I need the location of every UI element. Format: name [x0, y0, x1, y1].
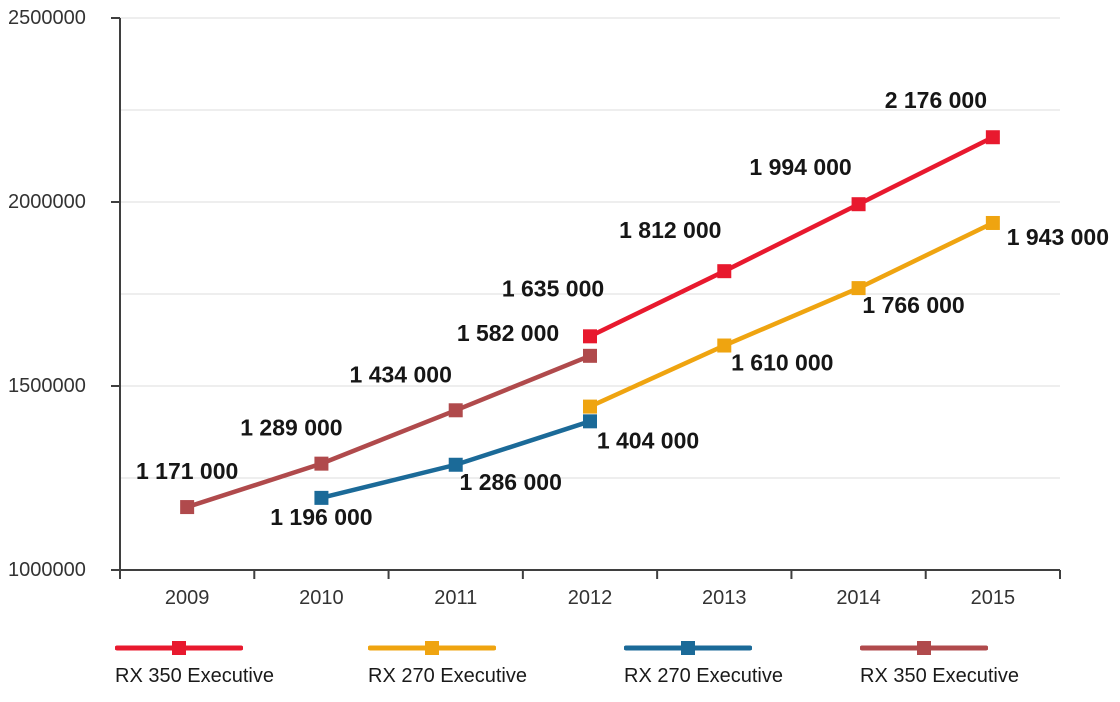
- legend-label: RX 270 Executive: [624, 665, 783, 687]
- data-point-marker: [985, 130, 1000, 145]
- data-point-marker: [583, 348, 597, 363]
- data-point-marker: [583, 399, 597, 414]
- data-point-marker: [851, 281, 866, 296]
- data-point-marker: [583, 329, 597, 344]
- data-point-marker: [717, 338, 732, 353]
- legend-item: RX 270 Executive: [368, 640, 527, 688]
- data-point-marker: [583, 414, 597, 429]
- y-tick-label: 1500000: [8, 375, 86, 397]
- data-point-label: 1 943 000: [1007, 224, 1109, 250]
- y-tick-label: 1000000: [8, 559, 86, 581]
- data-point-marker: [851, 197, 866, 212]
- series-line: [186, 353, 591, 510]
- legend-marker: [681, 641, 695, 655]
- x-tick-label: 2014: [836, 587, 881, 609]
- data-point-label: 1 289 000: [240, 415, 342, 441]
- series-line: [589, 135, 994, 339]
- legend-marker: [172, 641, 186, 655]
- data-point-label: 1 434 000: [350, 361, 452, 387]
- data-point-label: 1 286 000: [460, 469, 562, 495]
- legend-label: RX 350 Executive: [115, 665, 274, 687]
- x-tick-label: 2012: [568, 587, 613, 609]
- data-point-label: 1 812 000: [619, 217, 721, 243]
- data-point-marker: [717, 264, 732, 279]
- data-point-label: 1 171 000: [136, 458, 238, 484]
- data-point-label: 1 610 000: [731, 350, 833, 376]
- data-point-label: 1 582 000: [457, 320, 559, 346]
- data-point-label: 1 404 000: [597, 427, 699, 453]
- x-tick-label: 2011: [434, 587, 477, 609]
- data-point-marker: [448, 457, 463, 472]
- y-tick-label: 2000000: [8, 191, 86, 213]
- data-point-marker: [180, 500, 195, 515]
- data-point-marker: [985, 215, 1000, 230]
- legend-item: RX 270 Executive: [624, 640, 783, 688]
- chart-plot-area: 1000000 1500000 2000000 2500000 2009 2010 2011…: [8, 7, 1109, 609]
- chart-legend: RX 350 Executive RX 270 Executive RX 270 E…: [0, 640, 1120, 700]
- x-tick-label: 2015: [971, 587, 1016, 609]
- legend-label: RX 350 Executive: [860, 665, 1019, 687]
- data-point-label: 1 766 000: [862, 292, 964, 318]
- data-point-label: 1 994 000: [749, 154, 851, 180]
- legend-label: RX 270 Executive: [368, 665, 527, 687]
- legend-swatch: [368, 641, 496, 655]
- legend-marker: [917, 641, 931, 655]
- data-point-label: 2 176 000: [885, 87, 987, 113]
- data-point-marker: [448, 403, 463, 418]
- data-point-label: 1 196 000: [270, 504, 372, 530]
- legend-item: RX 350 Executive: [860, 640, 1019, 688]
- y-tick-label: 2500000: [8, 7, 86, 29]
- data-point-marker: [314, 490, 329, 505]
- data-point-marker: [314, 456, 329, 471]
- data-point-label: 1 635 000: [502, 275, 604, 301]
- legend-item: RX 350 Executive: [115, 640, 274, 688]
- x-tick-label: 2009: [165, 587, 210, 609]
- legend-marker: [425, 641, 439, 655]
- legend-swatch: [115, 641, 243, 655]
- legend-swatch: [860, 641, 988, 655]
- series-line: [589, 220, 994, 409]
- x-tick-label: 2010: [299, 587, 344, 609]
- legend-swatch: [624, 641, 752, 655]
- x-tick-label: 2013: [702, 587, 747, 609]
